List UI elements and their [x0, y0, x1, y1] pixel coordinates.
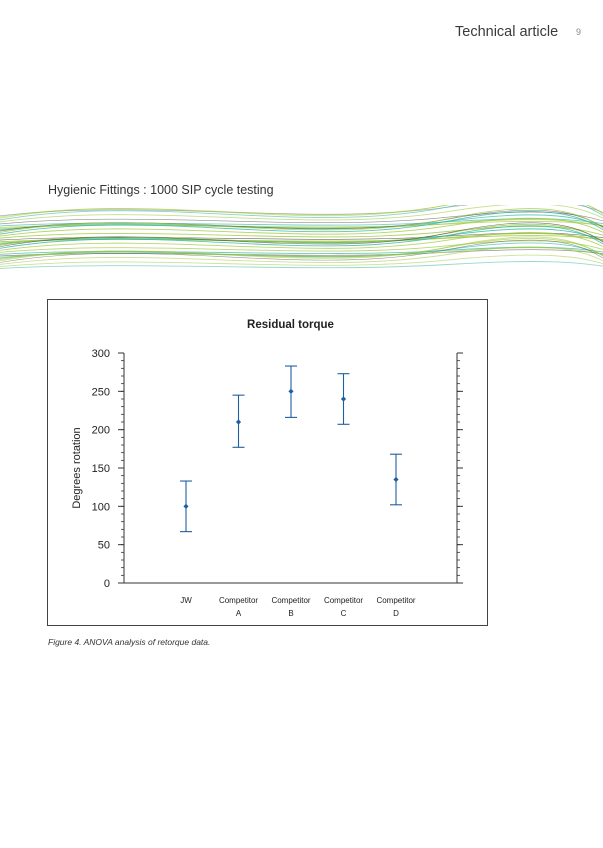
x-tick-label: B [288, 609, 293, 618]
y-tick-label: 100 [92, 501, 110, 513]
article-type-title: Technical article [455, 24, 559, 40]
banner-wave-line [0, 246, 603, 265]
banner-wave-line [0, 222, 603, 248]
banner-wave-line [0, 211, 603, 235]
chart-title: Residual torque [247, 319, 334, 331]
decorative-wave-banner [0, 205, 603, 269]
mean-point [183, 503, 189, 509]
banner-wave-line [0, 239, 603, 263]
mean-point [393, 476, 399, 483]
figure-frame: Residual torque Degrees rotation 0 50 100 150… [47, 299, 488, 626]
y-tick-label: 200 [92, 425, 110, 437]
banner-wave-line [0, 236, 603, 262]
banner-wave-line [0, 226, 603, 239]
x-tick-label: JW [180, 596, 192, 605]
page-number: 9 [576, 27, 582, 37]
figure-caption: Figure 4. ANOVA analysis of retorque dat… [48, 637, 211, 647]
mean-point [288, 388, 294, 394]
y-tick-label: 150 [92, 463, 110, 475]
banner-wave-line [0, 240, 603, 253]
y-tick-label: 250 [92, 386, 110, 398]
y-tick-label: 0 [104, 578, 110, 590]
banner-wave-line [0, 205, 603, 221]
mean-point [235, 419, 242, 425]
x-tick-label: Competitor [271, 596, 310, 605]
x-tick-label: A [236, 609, 242, 618]
x-tick-label: D [393, 609, 399, 618]
mean-point [340, 396, 347, 402]
y-axis-label: Degrees rotation [71, 427, 83, 508]
x-tick-label: Competitor [376, 596, 415, 605]
x-tick-label: Competitor [324, 596, 363, 605]
banner-wave-line [0, 208, 603, 234]
banner-wave-line [0, 217, 603, 237]
banner-wave-line [0, 232, 603, 251]
x-tick-label: C [341, 609, 347, 618]
banner-wave-line [0, 261, 603, 269]
banner-wave-line [0, 211, 603, 225]
section-subtitle: Hygienic Fittings : 1000 SIP cycle testi… [48, 183, 274, 197]
banner-wave-line [0, 205, 603, 223]
banner-wave-line [0, 225, 603, 249]
y-tick-label: 300 [92, 348, 110, 360]
x-tick-label: Competitor [219, 596, 258, 605]
banner-wave-line [0, 254, 603, 268]
y-tick-label: 50 [98, 540, 110, 552]
residual-torque-chart: Residual torque Degrees rotation 0 50 100 150… [71, 319, 463, 618]
banner-wave-line [0, 205, 603, 219]
